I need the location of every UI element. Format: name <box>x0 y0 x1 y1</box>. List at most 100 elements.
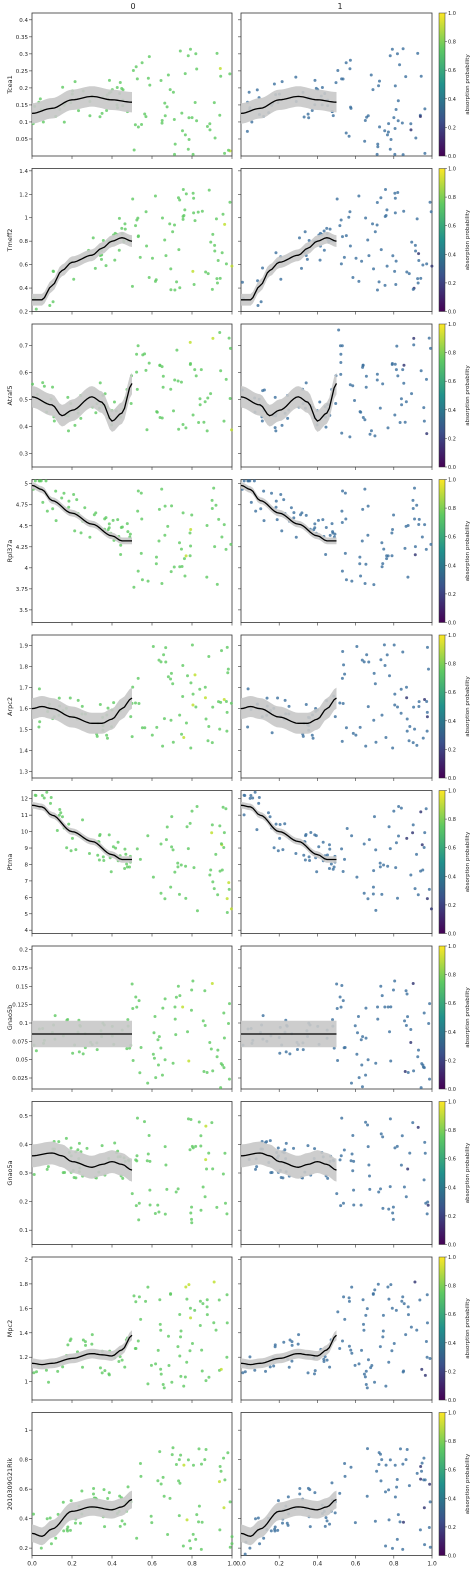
data-point <box>53 1014 57 1018</box>
data-point <box>165 105 169 109</box>
data-point <box>224 807 228 811</box>
data-point <box>188 47 192 51</box>
data-point <box>380 994 384 998</box>
data-point <box>200 1369 204 1373</box>
data-point <box>116 840 120 844</box>
data-point <box>160 216 164 220</box>
data-point <box>37 725 41 729</box>
data-point <box>136 1339 140 1343</box>
data-point <box>391 988 395 992</box>
data-point <box>87 851 91 855</box>
plot-frame <box>31 945 233 1090</box>
data-point <box>230 1535 234 1539</box>
data-point <box>218 113 222 117</box>
data-point <box>363 487 367 491</box>
data-point <box>281 848 285 852</box>
data-point <box>316 518 320 522</box>
data-point <box>225 1293 229 1297</box>
data-point <box>203 1458 207 1462</box>
data-point <box>257 801 261 805</box>
data-point <box>210 287 214 291</box>
data-point <box>187 137 191 141</box>
data-point <box>65 846 69 850</box>
data-point <box>294 75 298 79</box>
data-point <box>308 859 312 863</box>
y-tick-label: 10 <box>21 830 28 836</box>
data-point <box>422 846 426 850</box>
panel-row-Gnao5a: 0.10.20.30.40.5Gnao5a0.00.20.40.60.81.0a… <box>6 1100 471 1249</box>
data-point <box>385 554 389 558</box>
data-point <box>348 435 352 439</box>
data-point <box>410 392 414 396</box>
data-point <box>359 574 363 578</box>
confidence-band <box>241 372 337 432</box>
data-point <box>190 988 194 992</box>
column-title-0: 0 <box>130 2 135 11</box>
data-point <box>184 721 188 725</box>
data-point <box>111 518 115 522</box>
confidence-band <box>241 687 337 734</box>
y-tick-label: 1.3 <box>19 770 28 776</box>
data-point <box>135 370 139 374</box>
data-point <box>292 1146 296 1150</box>
data-point <box>417 252 421 256</box>
data-point <box>200 209 204 213</box>
data-point <box>377 280 381 284</box>
data-point <box>424 807 428 811</box>
data-point <box>184 896 188 900</box>
data-point <box>215 1055 219 1059</box>
data-point <box>353 1024 357 1028</box>
data-point <box>187 116 191 120</box>
data-point <box>409 1325 413 1329</box>
panel-row-Ptma: 456789101112Ptma0.00.20.40.60.81.0absorp… <box>6 789 471 938</box>
data-point <box>207 188 211 192</box>
data-point <box>210 741 214 745</box>
data-point <box>162 1494 166 1498</box>
data-point <box>105 733 109 737</box>
data-point <box>423 1543 427 1547</box>
data-point <box>183 208 187 212</box>
trend-line <box>240 484 337 542</box>
data-point <box>410 240 414 244</box>
data-point <box>386 1005 390 1009</box>
data-point <box>383 1490 387 1494</box>
data-point <box>194 705 198 709</box>
data-point <box>79 416 83 420</box>
data-point <box>373 434 377 438</box>
data-point <box>215 582 219 586</box>
data-point <box>287 1365 291 1369</box>
data-point <box>121 1176 125 1180</box>
panel-row-Tmeff2: 0.20.40.60.811.21.4Tmeff20.00.20.40.60.8… <box>6 167 471 316</box>
data-point <box>416 893 420 897</box>
data-point <box>377 1451 381 1455</box>
data-point <box>146 1285 150 1289</box>
data-point <box>413 486 417 490</box>
confidence-band <box>32 1330 132 1370</box>
data-point <box>419 1477 423 1481</box>
data-point <box>42 384 46 388</box>
data-point <box>90 1342 94 1346</box>
y-tick-label: 4 <box>25 928 29 934</box>
data-point <box>374 848 378 852</box>
data-point <box>199 1462 203 1466</box>
y-tick-label: 0.4 <box>19 286 28 292</box>
data-point <box>68 696 72 700</box>
data-point <box>157 1035 161 1039</box>
data-point <box>320 85 324 89</box>
data-point <box>224 262 228 266</box>
data-point <box>80 704 84 708</box>
data-point <box>189 746 193 750</box>
data-point <box>146 1081 150 1085</box>
data-point <box>218 1528 222 1532</box>
data-point <box>210 507 214 511</box>
data-point <box>404 685 408 689</box>
data-point <box>372 815 376 819</box>
data-point <box>393 152 397 156</box>
y-tick-label: 0.2 <box>19 310 28 316</box>
data-point <box>361 1322 365 1326</box>
data-point <box>417 517 421 521</box>
data-point <box>261 266 265 270</box>
data-point <box>253 790 257 794</box>
data-point <box>56 1369 60 1373</box>
data-point <box>409 1028 413 1032</box>
